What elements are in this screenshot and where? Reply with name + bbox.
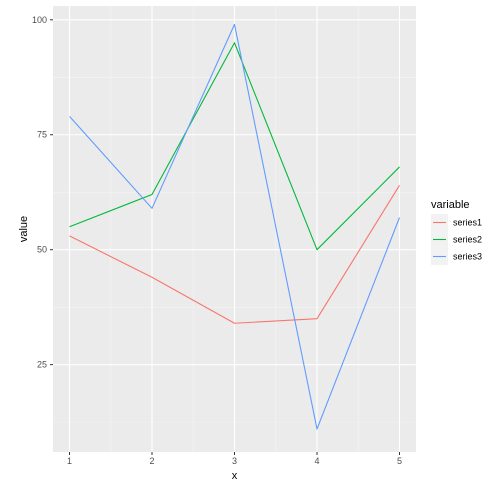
series-line-series1 [69, 185, 400, 324]
x-tick-label: 4 [314, 456, 319, 466]
tick-labels: 1 2 3 4 5 25 50 75 100 [32, 15, 402, 466]
y-axis-title: value [18, 216, 30, 242]
y-tick-label: 75 [37, 130, 47, 140]
legend-label-series1: series1 [453, 218, 482, 228]
x-tick-label: 1 [67, 456, 72, 466]
x-tick-label: 2 [149, 456, 154, 466]
y-tick-label: 100 [32, 15, 47, 25]
axis-ticks [50, 19, 400, 455]
legend-label-series2: series2 [453, 235, 482, 245]
legend: variable series1 series2 series3 [431, 199, 482, 265]
series-line-series2 [69, 42, 400, 251]
x-axis-title: x [232, 470, 238, 482]
series-lines [69, 23, 401, 430]
legend-title: variable [431, 199, 470, 211]
legend-label-series3: series3 [453, 252, 482, 262]
grid-major [53, 6, 416, 452]
x-tick-label: 3 [232, 456, 237, 466]
y-tick-label: 25 [37, 360, 47, 370]
x-tick-label: 5 [397, 456, 402, 466]
series-line-series3 [69, 23, 401, 430]
legend-items: series1 series2 series3 [431, 214, 482, 265]
y-tick-label: 50 [37, 245, 47, 255]
